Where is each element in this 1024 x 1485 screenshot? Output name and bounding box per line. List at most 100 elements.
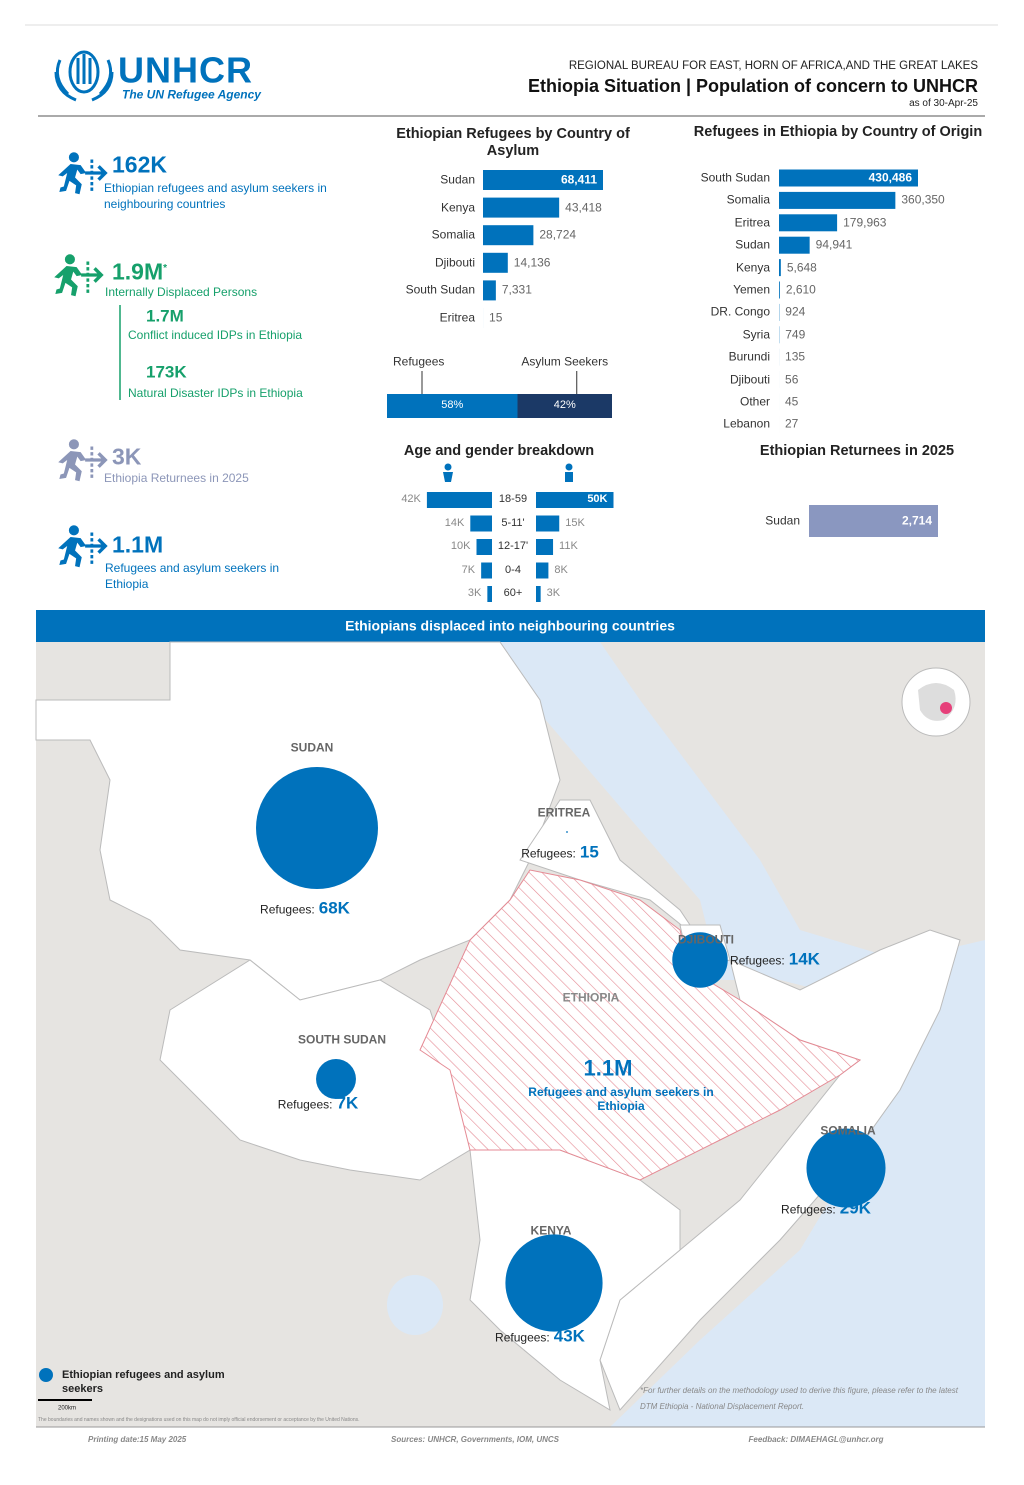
value-label: 50K [587, 493, 608, 506]
refugee-value: 68K [318, 898, 350, 918]
category-label: Sudan [440, 172, 475, 187]
category-label: 0-4 [505, 563, 521, 576]
sources: Sources: UNHCR, Governments, IOM, UNCS [390, 1435, 560, 1444]
value-label: 360,350 [901, 192, 945, 207]
value-label: 28,724 [539, 227, 577, 242]
bar-segment [517, 394, 612, 418]
value-label: 56 [785, 372, 799, 387]
chart-title: Ethiopian Refugees by Country of Asylum [396, 126, 630, 160]
kpi-sub-value: 1.7M [146, 306, 184, 326]
refugee-label: Refugees: 68K [260, 898, 350, 918]
refugee-value: 43K [553, 1326, 585, 1346]
bar [483, 197, 560, 218]
bar [483, 252, 508, 273]
bar-segment [387, 394, 518, 418]
bureau: REGIONAL BUREAU FOR EAST, HORN OF AFRICA… [568, 59, 978, 72]
country-name: ERITREA [537, 805, 591, 820]
kpi-value: 162K [112, 151, 167, 178]
scale-label: 200km [58, 1405, 77, 1412]
category-label: 5-11' [501, 516, 525, 529]
value-label: 15 [489, 310, 503, 325]
category-label: Sudan [765, 513, 800, 528]
legend-label: Asylum Seekers [521, 354, 609, 369]
refugee-label: Refugees: 14K [730, 949, 820, 969]
category-label: 18-59 [498, 493, 528, 506]
bar [536, 562, 549, 579]
kpi-label: Ethiopia Returnees in 2025 [104, 470, 249, 485]
refugee-value: 7K [336, 1093, 359, 1113]
icon-returnees [56, 437, 108, 483]
as-of-date: as of 30-Apr-25 [909, 97, 978, 109]
category-label: Djibouti [729, 372, 770, 387]
bar [809, 505, 938, 537]
bar [483, 225, 534, 246]
kpi-label: Internally Displaced Persons [105, 284, 258, 299]
value-label: 14,136 [513, 255, 551, 270]
bar [536, 539, 554, 555]
category-label: Kenya [735, 260, 770, 275]
value-label: 430,486 [868, 170, 912, 185]
category-label: South Sudan [405, 282, 475, 297]
map-bubble [316, 1059, 356, 1099]
kpi-label: Ethiopian refugees and asylum seekers in… [104, 181, 327, 212]
value-label: 749 [785, 327, 806, 342]
kpi-label: Refugees and asylum seekers in Ethiopia [105, 561, 280, 592]
printing-date: Printing date:15 May 2025 [88, 1435, 187, 1444]
value-label: 11K [559, 540, 578, 553]
refugee-value: 29K [839, 1198, 871, 1218]
value-label: 3K [546, 587, 561, 600]
value-label: 15K [565, 516, 585, 529]
category-label: Somalia [726, 192, 770, 207]
map-bubble [806, 1128, 886, 1208]
map-legend: Ethiopian refugees and asylum seekers [62, 1369, 225, 1396]
category-label: Burundi [728, 349, 770, 364]
kpi-sub-label: Natural Disaster IDPs in Ethiopia [128, 385, 303, 400]
country-name: SOMALIA [820, 1123, 876, 1138]
ethiopia-value: 1.1M [583, 1055, 633, 1081]
map-bubble [256, 767, 378, 889]
bar [483, 280, 496, 301]
value-label: 42K [401, 493, 421, 506]
bar [483, 170, 603, 190]
bar [779, 169, 918, 187]
value-label: 14K [444, 516, 465, 529]
kpi-sub-label: Conflict induced IDPs in Ethiopia [128, 327, 303, 342]
value-label: 68,411 [560, 172, 597, 187]
map-footnote: *For further details on the methodology … [640, 1386, 958, 1411]
value-label: 10K [450, 540, 471, 553]
chart-title: Age and gender breakdown [403, 442, 595, 459]
kpi-sub-value: 173K [146, 362, 187, 382]
value-label: 45 [785, 394, 799, 409]
bar [536, 586, 541, 602]
map-bubble [566, 831, 568, 833]
map-disclaimer: The boundaries and names shown and the d… [38, 1416, 360, 1423]
map [35, 641, 985, 1427]
value-label: 135 [785, 349, 806, 364]
feedback: Feedback: DIMAEHAGL@unhcr.org [748, 1435, 884, 1444]
refugee-value: 14K [788, 949, 820, 969]
kpi-value: 1.1M [112, 531, 164, 558]
map-title: Ethiopians displaced into neighbouring c… [345, 617, 675, 634]
category-label: Eritrea [734, 215, 770, 230]
country-name: DJIBOUTI [677, 932, 735, 947]
value-label: 7K [461, 563, 476, 576]
kpi-value: 3K [112, 443, 142, 470]
refugee-label: Refugees: 15 [521, 842, 599, 862]
org-name: UNHCR [118, 49, 253, 91]
country-name: ETHIOPIA [562, 990, 620, 1005]
icon-refugees-ethiopia [56, 523, 108, 569]
category-label: Sudan [735, 237, 770, 252]
value-label: 8K [554, 563, 568, 576]
bar [476, 539, 492, 555]
country-name: SOUTH SUDAN [297, 1032, 387, 1047]
value-label: 3K [467, 587, 482, 600]
category-label: 12-17' [497, 540, 529, 553]
map-bubble [672, 932, 728, 988]
bar [779, 214, 838, 232]
legend-label: Refugees [393, 354, 445, 369]
refugee-label: Refugees: 7K [277, 1093, 359, 1113]
refugee-label: Refugees: 43K [495, 1326, 585, 1346]
category-label: Other [739, 394, 770, 409]
icon-refugees [56, 150, 108, 196]
